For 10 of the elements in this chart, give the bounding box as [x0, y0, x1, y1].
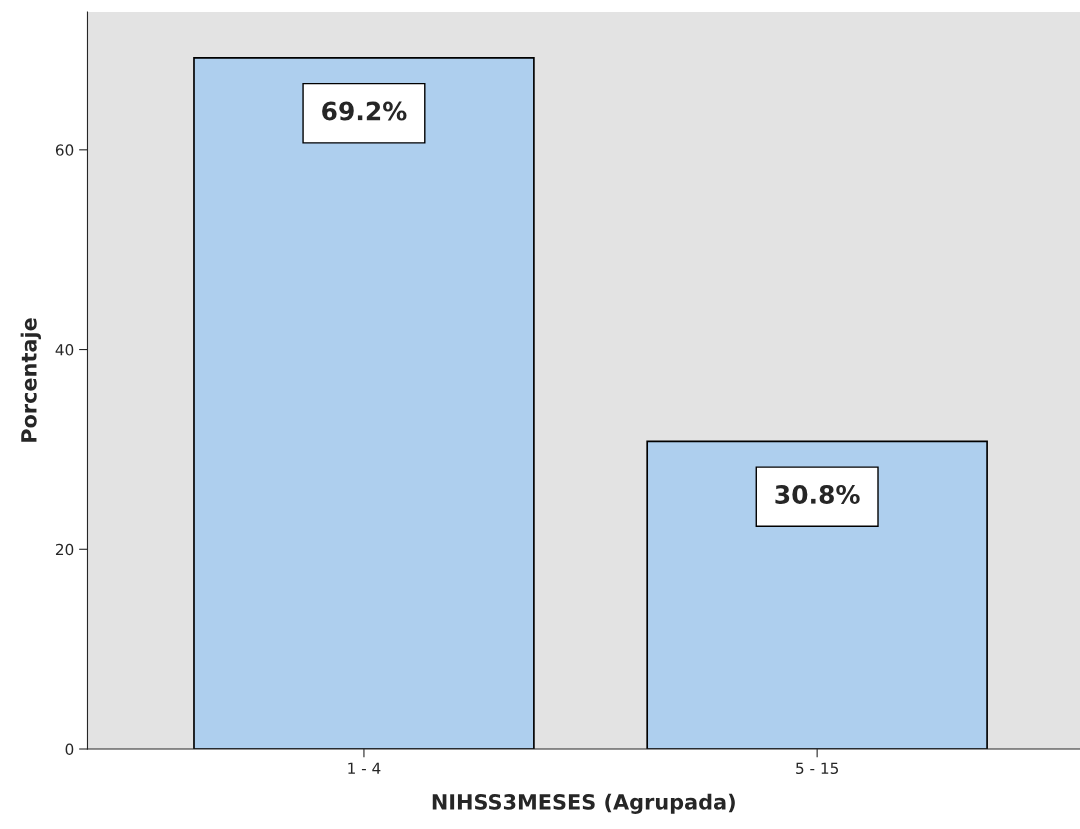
y-tick-label: 20	[55, 543, 74, 556]
y-tick-label: 0	[65, 743, 74, 756]
y-tick-label: 40	[55, 344, 74, 356]
y-axis-title: Porcentaje	[20, 318, 41, 442]
x-tick-label: 1 - 4	[348, 762, 381, 774]
x-axis-title: NIHSS3MESES (Agrupada)	[432, 793, 735, 814]
data-label: 69.2%	[322, 101, 407, 121]
y-tick-label: 60	[55, 144, 74, 156]
data-label: 30.8%	[775, 485, 860, 504]
x-tick-label: 5 - 15	[796, 762, 838, 775]
